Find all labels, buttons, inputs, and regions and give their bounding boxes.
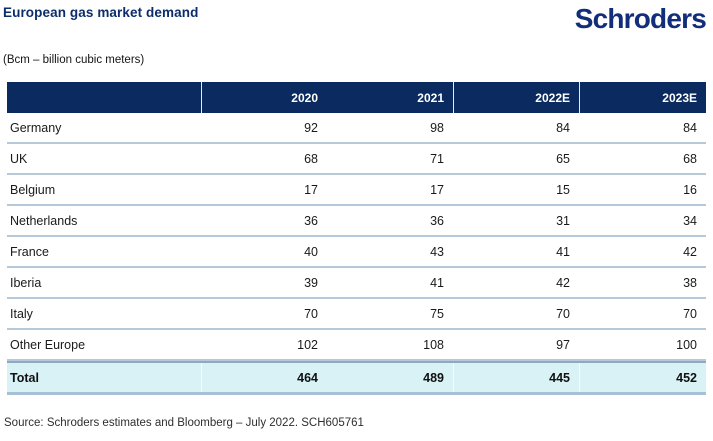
table-row: Italy 70 75 70 70 <box>7 299 706 330</box>
cell-value: 39 <box>304 275 318 290</box>
total-value-2021: 489 <box>423 370 444 385</box>
total-value-2022e: 445 <box>453 363 579 392</box>
cell-value: 41 <box>430 275 444 290</box>
column-header-2020: 2020 <box>201 82 327 113</box>
total-value-2020: 464 <box>201 363 327 392</box>
table-body: Germany 92 98 84 84 UK 68 71 65 68 Belgium 17 17 15 16… <box>7 113 706 361</box>
column-header-2023e: 2023E <box>579 82 706 113</box>
cell-value: 17 <box>304 182 318 197</box>
cell-value: 31 <box>556 213 570 228</box>
cell-value: 16 <box>683 182 697 197</box>
total-row-label: Total <box>10 370 39 385</box>
row-label: Italy <box>10 306 33 321</box>
cell-value: 68 <box>304 151 318 166</box>
cell-value: 42 <box>683 244 697 259</box>
row-label: Other Europe <box>10 337 86 352</box>
cell-value: 92 <box>304 120 318 135</box>
column-header-region <box>7 82 201 113</box>
cell-value: 84 <box>683 120 697 135</box>
cell-value: 15 <box>556 182 570 197</box>
cell-value: 65 <box>556 151 570 166</box>
cell-value: 38 <box>683 275 697 290</box>
row-label: Iberia <box>10 275 42 290</box>
page-title: European gas market demand <box>3 5 199 20</box>
column-header-2021: 2021 <box>417 90 444 105</box>
table-row: Iberia 39 41 42 38 <box>7 268 706 299</box>
cell-value: 42 <box>556 275 570 290</box>
cell-value: 75 <box>430 306 444 321</box>
row-label: Belgium <box>10 182 56 197</box>
table-row: UK 68 71 65 68 <box>7 144 706 175</box>
gas-demand-table: 2020 2021 2022E 2023E Germany 92 98 84 84 UK 6… <box>7 82 706 395</box>
cell-value: 41 <box>556 244 570 259</box>
table-row: Germany 92 98 84 84 <box>7 113 706 144</box>
row-label: Netherlands <box>10 213 78 228</box>
cell-value: 36 <box>430 213 444 228</box>
cell-value: 70 <box>304 306 318 321</box>
cell-value: 17 <box>430 182 444 197</box>
row-label: UK <box>10 151 28 166</box>
cell-value: 97 <box>556 337 570 352</box>
table-row: Netherlands 36 36 31 34 <box>7 206 706 237</box>
table-row: Belgium 17 17 15 16 <box>7 175 706 206</box>
source-note: Source: Schroders estimates and Bloomber… <box>4 417 364 429</box>
cell-value: 40 <box>304 244 318 259</box>
cell-value: 43 <box>430 244 444 259</box>
cell-value: 34 <box>683 213 697 228</box>
total-row: Total 464 489 445 452 <box>7 361 706 395</box>
cell-value: 36 <box>304 213 318 228</box>
cell-value: 102 <box>297 337 318 352</box>
cell-value: 70 <box>556 306 570 321</box>
cell-value: 71 <box>430 151 444 166</box>
cell-value: 98 <box>430 120 444 135</box>
units-subtitle: (Bcm – billion cubic meters) <box>3 54 145 66</box>
cell-value: 108 <box>423 337 444 352</box>
cell-value: 84 <box>556 120 570 135</box>
table-row: Other Europe 102 108 97 100 <box>7 330 706 361</box>
row-label: Germany <box>10 120 62 135</box>
cell-value: 68 <box>683 151 697 166</box>
column-header-2022e: 2022E <box>453 82 579 113</box>
schroders-logo: Schroders <box>574 3 707 34</box>
cell-value: 70 <box>683 306 697 321</box>
table-row: France 40 43 41 42 <box>7 237 706 268</box>
table-header-row: 2020 2021 2022E 2023E <box>7 82 706 113</box>
total-value-2023e: 452 <box>579 363 706 392</box>
row-label: France <box>10 244 49 259</box>
cell-value: 100 <box>676 337 697 352</box>
